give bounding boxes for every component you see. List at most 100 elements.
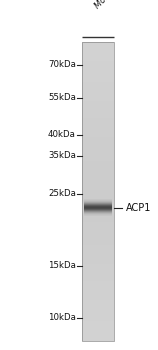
Bar [82, 100, 114, 101]
Bar [82, 48, 114, 49]
Bar [82, 308, 114, 309]
Bar [82, 199, 114, 201]
Bar [82, 300, 114, 301]
Bar [82, 324, 114, 325]
Bar [82, 151, 114, 152]
Bar [82, 105, 114, 106]
Bar [82, 265, 114, 266]
Bar [82, 274, 114, 275]
Bar [82, 339, 114, 340]
Bar [82, 322, 114, 323]
Bar [82, 52, 114, 53]
Bar [82, 254, 114, 256]
Bar [82, 172, 114, 173]
Bar [82, 56, 114, 57]
Text: 15kDa: 15kDa [48, 261, 76, 271]
Bar [82, 193, 114, 194]
Bar [82, 318, 114, 319]
Bar [82, 70, 114, 71]
Bar [82, 101, 114, 102]
Bar [82, 154, 114, 155]
Bar [82, 42, 114, 43]
Bar [82, 241, 114, 243]
Bar [82, 50, 114, 51]
Text: 40kDa: 40kDa [48, 130, 76, 139]
Bar [82, 232, 114, 233]
Bar [82, 98, 114, 99]
Bar [82, 181, 114, 182]
Bar [82, 61, 114, 62]
Bar [82, 71, 114, 72]
Bar [82, 170, 114, 171]
Bar [82, 166, 114, 167]
Bar [82, 65, 114, 66]
Bar [82, 178, 114, 180]
Bar [82, 335, 114, 336]
Bar [82, 302, 114, 303]
Bar [82, 261, 114, 262]
Bar [82, 220, 114, 222]
Bar [82, 285, 114, 286]
Bar [82, 217, 114, 218]
Bar [82, 247, 114, 248]
Bar [82, 81, 114, 82]
Bar [82, 266, 114, 267]
Bar [82, 99, 114, 100]
Bar [82, 164, 114, 165]
Bar [82, 270, 114, 271]
Bar [82, 128, 114, 129]
Bar [82, 110, 114, 111]
Bar [82, 109, 114, 110]
Bar [82, 218, 114, 219]
Bar [82, 299, 114, 300]
Bar [82, 59, 114, 60]
Bar [82, 74, 114, 75]
Bar [82, 226, 114, 228]
Bar [82, 320, 114, 321]
Bar [82, 44, 114, 45]
Text: 70kDa: 70kDa [48, 60, 76, 69]
Bar [82, 120, 114, 121]
Bar [82, 152, 114, 153]
Bar [82, 183, 114, 184]
Bar [82, 72, 114, 73]
Bar [82, 53, 114, 54]
Bar [82, 45, 114, 46]
Text: Mouse liver: Mouse liver [93, 0, 134, 10]
Bar [82, 240, 114, 241]
Bar [82, 246, 114, 247]
Bar [82, 233, 114, 235]
Bar [82, 124, 114, 125]
Bar [82, 91, 114, 92]
Bar [82, 237, 114, 238]
Bar [82, 264, 114, 265]
Bar [82, 284, 114, 285]
Bar [82, 66, 114, 67]
Bar [82, 316, 114, 317]
Bar [82, 103, 114, 104]
Bar [82, 202, 114, 203]
Bar [82, 93, 114, 94]
Bar [82, 317, 114, 318]
Bar [82, 55, 114, 56]
Bar [82, 239, 114, 240]
Bar [82, 315, 114, 316]
Bar [82, 236, 114, 237]
Bar [82, 182, 114, 183]
Bar [82, 173, 114, 174]
Bar [82, 214, 114, 215]
Bar [82, 113, 114, 114]
Bar [82, 180, 114, 181]
Bar [82, 174, 114, 175]
Bar [82, 231, 114, 232]
Bar [82, 268, 114, 270]
Bar [82, 196, 114, 197]
Bar [82, 293, 114, 294]
Bar [82, 323, 114, 324]
Bar [82, 287, 114, 288]
Bar [82, 136, 114, 137]
Bar [82, 114, 114, 115]
Bar [82, 96, 114, 97]
Bar [82, 157, 114, 158]
Bar [82, 118, 114, 119]
